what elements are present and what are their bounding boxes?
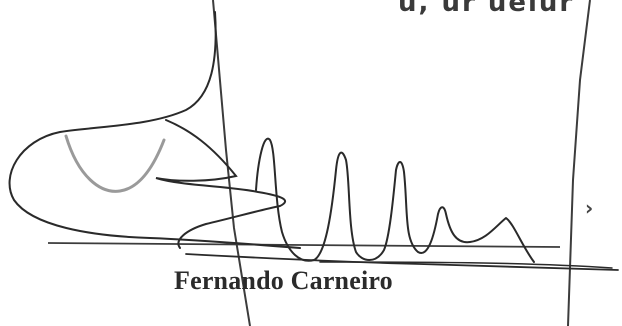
signature-faded-stroke xyxy=(64,134,166,193)
right-frame-line xyxy=(567,0,591,326)
signature-baseline xyxy=(47,242,561,248)
cut-off-text-fragment: u, ur uelur xyxy=(398,0,575,18)
signature-underline-2 xyxy=(319,261,613,269)
margin-mark: › xyxy=(585,196,594,220)
signature-underline xyxy=(185,253,619,271)
signature-peaks xyxy=(255,137,535,263)
signature-swoop xyxy=(155,119,286,249)
signature-outer-loop xyxy=(8,11,301,249)
signer-name: Fernando Carneiro xyxy=(174,266,393,295)
